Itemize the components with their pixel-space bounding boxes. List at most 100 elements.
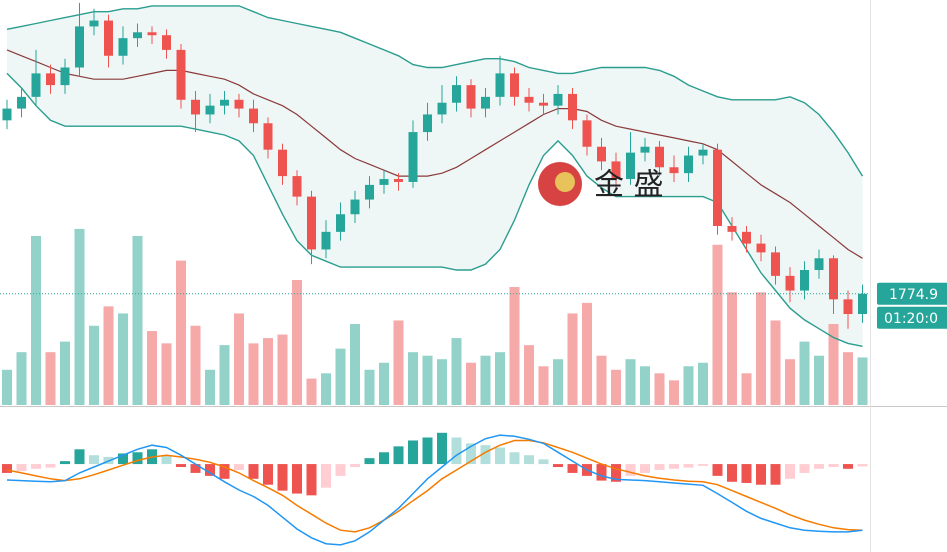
last-price-box [877,282,947,305]
macd-bar [31,464,41,469]
candle-body [800,270,809,291]
macd-bar [364,458,375,465]
volume-bar [31,235,41,405]
candle-body [89,20,99,27]
volume-bar [422,355,433,405]
macd-bar [654,464,665,470]
macd-bar [190,464,201,473]
volume-bar [857,357,868,405]
countdown-label: 01:20:0 [884,311,938,327]
volume-bar [524,345,534,405]
volume-bar [785,359,795,405]
candle-body [162,35,171,50]
candle-body [582,120,592,147]
candle-body [2,108,12,121]
candle-body [814,258,824,270]
volume-bar [799,341,810,405]
volume-bar [770,320,781,405]
macd-bar [451,437,462,465]
candle-body [452,85,461,103]
macd-bar [335,464,346,476]
volume-bar [234,313,244,405]
candle-body [118,38,128,56]
macd-bar [611,464,621,482]
candle-body [104,20,113,56]
macd-bar [741,464,752,483]
macd-bar [683,464,694,468]
macd-bar [219,464,230,479]
candle-body [379,179,389,185]
macd-bar [74,449,85,465]
macd-bar [350,464,360,468]
macd-bar [799,464,810,473]
volume-bar [89,325,99,405]
macd-bar [161,455,172,465]
volume-bar [480,355,491,405]
band-fill [7,5,863,347]
volume-bar [350,324,360,405]
volume-bar [698,362,708,405]
volume-bar [509,287,520,405]
macd-bar [625,464,636,476]
candle-body [785,275,795,291]
volume-bar [74,228,85,405]
candle-body [249,108,258,124]
candle-body [191,99,200,115]
macd-bar [292,464,302,494]
macd-bar [509,452,520,465]
candle-body [263,123,273,150]
candle-body [234,99,244,109]
volume-bar [161,343,172,405]
volume-bar [654,373,665,405]
volume-bar [335,348,346,405]
candle-body [176,49,186,100]
volume-bar [2,369,12,405]
countdown-box [877,306,947,329]
volume-bar [103,306,114,405]
candle-body [843,299,853,315]
macd-bar [118,453,128,465]
macd-bar [321,464,331,488]
volume-bar [640,366,650,405]
macd-bar [596,464,607,481]
candle-body [60,67,70,86]
volume-bar [364,369,375,405]
candle-body [466,85,476,109]
candle-body [669,167,679,174]
volume-bar [625,359,636,405]
volume-bar [393,320,404,405]
macd-bar [437,432,447,465]
volume-bar [219,345,230,405]
candle-body [408,132,418,182]
candle-body [205,105,215,115]
candle-body [698,149,708,156]
macd-bar [698,464,708,466]
macd-bar [553,464,563,468]
axis-panel [870,0,947,552]
volume-bar [843,352,853,405]
volume-bar [567,313,578,405]
macd-bar [857,464,868,467]
candle-body [75,26,84,68]
volume-bar [741,373,752,405]
last-price-label: 1774.9 [889,287,938,303]
volume-bar [60,341,70,405]
volume-bar [669,380,679,405]
candle-body [423,114,432,133]
volume-bar [814,355,824,405]
macd-bar [176,464,186,468]
macd-bar [306,464,317,496]
volume-bar [538,366,549,405]
macd-bar [843,464,853,469]
candle-body [539,102,548,106]
macd-bar [277,464,288,491]
candle-body [655,146,664,168]
candle-body [771,252,780,276]
candle-body [350,199,360,215]
volume-bar [495,352,505,405]
candle-body [147,32,157,36]
volume-bar [553,359,563,405]
candle-body [46,73,55,86]
candle-body [336,214,345,232]
